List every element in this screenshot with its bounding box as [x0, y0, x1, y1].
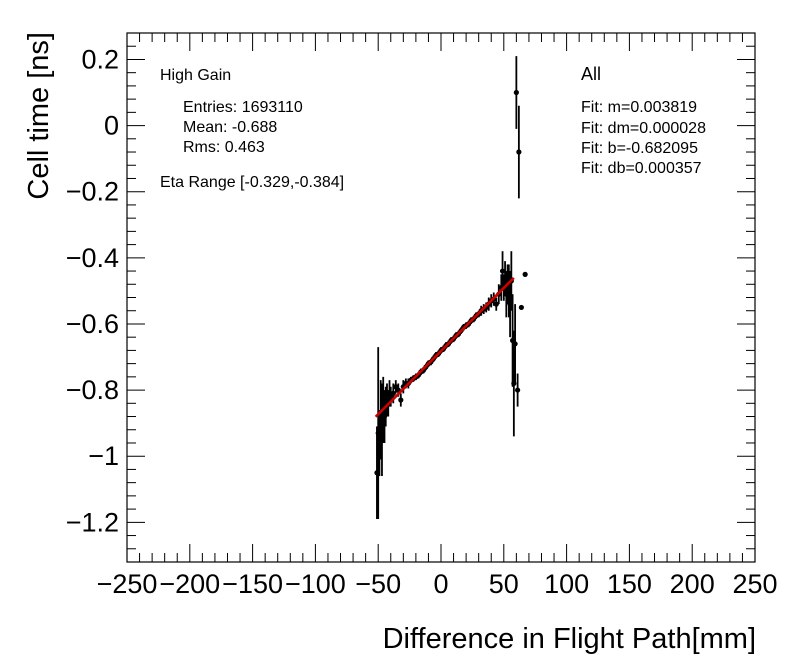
- data-point: [506, 288, 512, 294]
- legend-title: High Gain: [160, 67, 231, 84]
- fit-m: Fit: m=0.003819: [581, 99, 697, 116]
- data-point: [381, 413, 388, 420]
- data-point: [375, 430, 381, 436]
- x-tick-label: −50: [355, 569, 401, 599]
- data-point: [378, 417, 384, 423]
- data-point: [507, 301, 513, 307]
- axis-ticks: [126, 32, 756, 563]
- data-point: [499, 268, 506, 274]
- fit-box-title: All: [581, 64, 601, 84]
- data-point: [493, 301, 499, 307]
- y-tick-label: 0.2: [81, 44, 119, 74]
- data-point: [522, 271, 528, 277]
- legend-mean: Mean: -0.688: [183, 119, 277, 136]
- tick-labels: −250 −200 −150 −100 −50 0 50 100 150 200 250 0.2 0 −0…: [66, 44, 778, 599]
- x-tick-label: −200: [159, 569, 220, 599]
- data-point: [518, 304, 524, 311]
- data-point: [513, 89, 519, 96]
- fit-db: Fit: db=0.000357: [581, 160, 702, 177]
- legend-entries: Entries: 1693110: [183, 99, 303, 116]
- data-point: [502, 275, 508, 281]
- data-point: [398, 397, 404, 403]
- legend-box: High Gain Entries: 1693110 Mean: -0.688 …: [160, 67, 344, 191]
- y-tick-label: −0.6: [66, 309, 119, 339]
- data-point: [511, 380, 517, 387]
- data-point: [374, 470, 380, 476]
- fit-b: Fit: b=-0.682095: [581, 140, 698, 157]
- y-tick-label: 0: [104, 111, 119, 141]
- data-point: [515, 387, 521, 393]
- x-tick-label: −150: [222, 569, 283, 599]
- fit-box: All Fit: m=0.003819 Fit: dm=0.000028 Fit…: [581, 64, 706, 177]
- data-point: [512, 341, 518, 347]
- legend-rms: Rms: 0.463: [183, 139, 265, 156]
- y-tick-label: −1.2: [66, 507, 119, 537]
- data-point: [516, 149, 522, 155]
- y-tick-label: −0.4: [66, 243, 119, 273]
- x-tick-label: 100: [544, 569, 589, 599]
- data-point: [379, 427, 385, 433]
- x-tick-label: 250: [732, 569, 777, 599]
- x-tick-label: −100: [285, 569, 346, 599]
- error-bars: [376, 56, 520, 520]
- x-tick-label: 50: [489, 569, 519, 599]
- y-tick-label: −0.8: [66, 375, 119, 405]
- fit-line: [374, 276, 515, 418]
- data-point: [390, 390, 396, 396]
- y-tick-label: −1: [88, 441, 119, 471]
- y-axis-title: Cell time [ns]: [23, 32, 55, 200]
- x-tick-label: 150: [607, 569, 652, 599]
- data-point: [376, 440, 383, 446]
- plot-frame: [126, 32, 756, 563]
- x-tick-label: −250: [97, 569, 158, 599]
- fit-dm: Fit: dm=0.000028: [581, 120, 706, 137]
- x-tick-label: 200: [670, 569, 715, 599]
- fit-line-group: [374, 276, 515, 418]
- x-axis-title: Difference in Flight Path[mm]: [383, 623, 756, 655]
- y-tick-label: −0.2: [66, 177, 119, 207]
- x-tick-label: 0: [433, 569, 448, 599]
- legend-eta-range: Eta Range [-0.329,-0.384]: [160, 174, 344, 191]
